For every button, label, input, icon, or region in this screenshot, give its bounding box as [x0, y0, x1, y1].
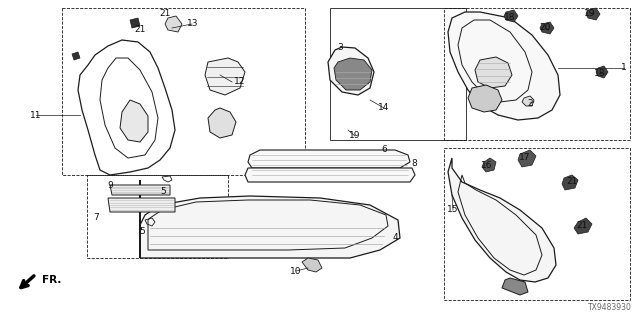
Text: 20: 20 [540, 23, 550, 33]
Text: 3: 3 [337, 43, 343, 52]
Polygon shape [72, 52, 80, 60]
Polygon shape [522, 96, 534, 106]
Text: 21: 21 [134, 26, 146, 35]
Text: FR.: FR. [42, 275, 61, 285]
Polygon shape [574, 218, 592, 234]
Polygon shape [504, 10, 518, 22]
Text: 21: 21 [576, 220, 588, 229]
FancyArrowPatch shape [18, 276, 34, 290]
Polygon shape [208, 108, 236, 138]
Polygon shape [165, 16, 182, 32]
Text: 21: 21 [159, 9, 171, 18]
Polygon shape [518, 150, 536, 167]
Text: 5: 5 [139, 227, 145, 236]
Polygon shape [130, 18, 140, 28]
Polygon shape [108, 198, 175, 212]
Polygon shape [120, 100, 148, 142]
Polygon shape [448, 12, 560, 120]
Text: 13: 13 [188, 20, 199, 28]
Text: 11: 11 [30, 110, 42, 119]
Polygon shape [468, 85, 502, 112]
Polygon shape [245, 168, 415, 182]
Polygon shape [302, 258, 322, 272]
Polygon shape [475, 57, 512, 88]
Polygon shape [562, 175, 578, 190]
Polygon shape [482, 158, 496, 172]
Bar [444, 148, 630, 300]
Text: 1: 1 [621, 63, 627, 73]
Text: TX9483930: TX9483930 [588, 303, 632, 312]
Text: 6: 6 [381, 146, 387, 155]
Text: 4: 4 [392, 234, 398, 243]
Bar [87, 175, 228, 258]
Text: 12: 12 [234, 77, 246, 86]
Text: 2: 2 [527, 99, 533, 108]
Bar [444, 8, 630, 140]
Text: 17: 17 [519, 153, 531, 162]
Text: 7: 7 [93, 212, 99, 221]
Polygon shape [586, 8, 600, 20]
Polygon shape [248, 150, 410, 168]
Polygon shape [502, 278, 528, 295]
Text: 18: 18 [595, 68, 605, 77]
Text: 18: 18 [504, 12, 516, 21]
Text: 9: 9 [107, 181, 113, 190]
Polygon shape [334, 58, 372, 90]
Text: 19: 19 [349, 132, 361, 140]
Polygon shape [110, 185, 170, 195]
Polygon shape [205, 58, 245, 95]
Polygon shape [140, 180, 400, 258]
Polygon shape [596, 66, 608, 78]
Bar [330, 8, 466, 140]
Text: 10: 10 [291, 267, 301, 276]
Text: 5: 5 [160, 188, 166, 196]
Text: 14: 14 [378, 103, 390, 113]
Polygon shape [540, 22, 554, 34]
Text: 8: 8 [411, 158, 417, 167]
Text: 21: 21 [566, 178, 578, 187]
Text: 15: 15 [447, 205, 459, 214]
Polygon shape [328, 47, 374, 95]
Text: 16: 16 [481, 161, 493, 170]
Polygon shape [448, 158, 556, 282]
Bar [62, 8, 305, 175]
Text: 19: 19 [584, 9, 596, 18]
